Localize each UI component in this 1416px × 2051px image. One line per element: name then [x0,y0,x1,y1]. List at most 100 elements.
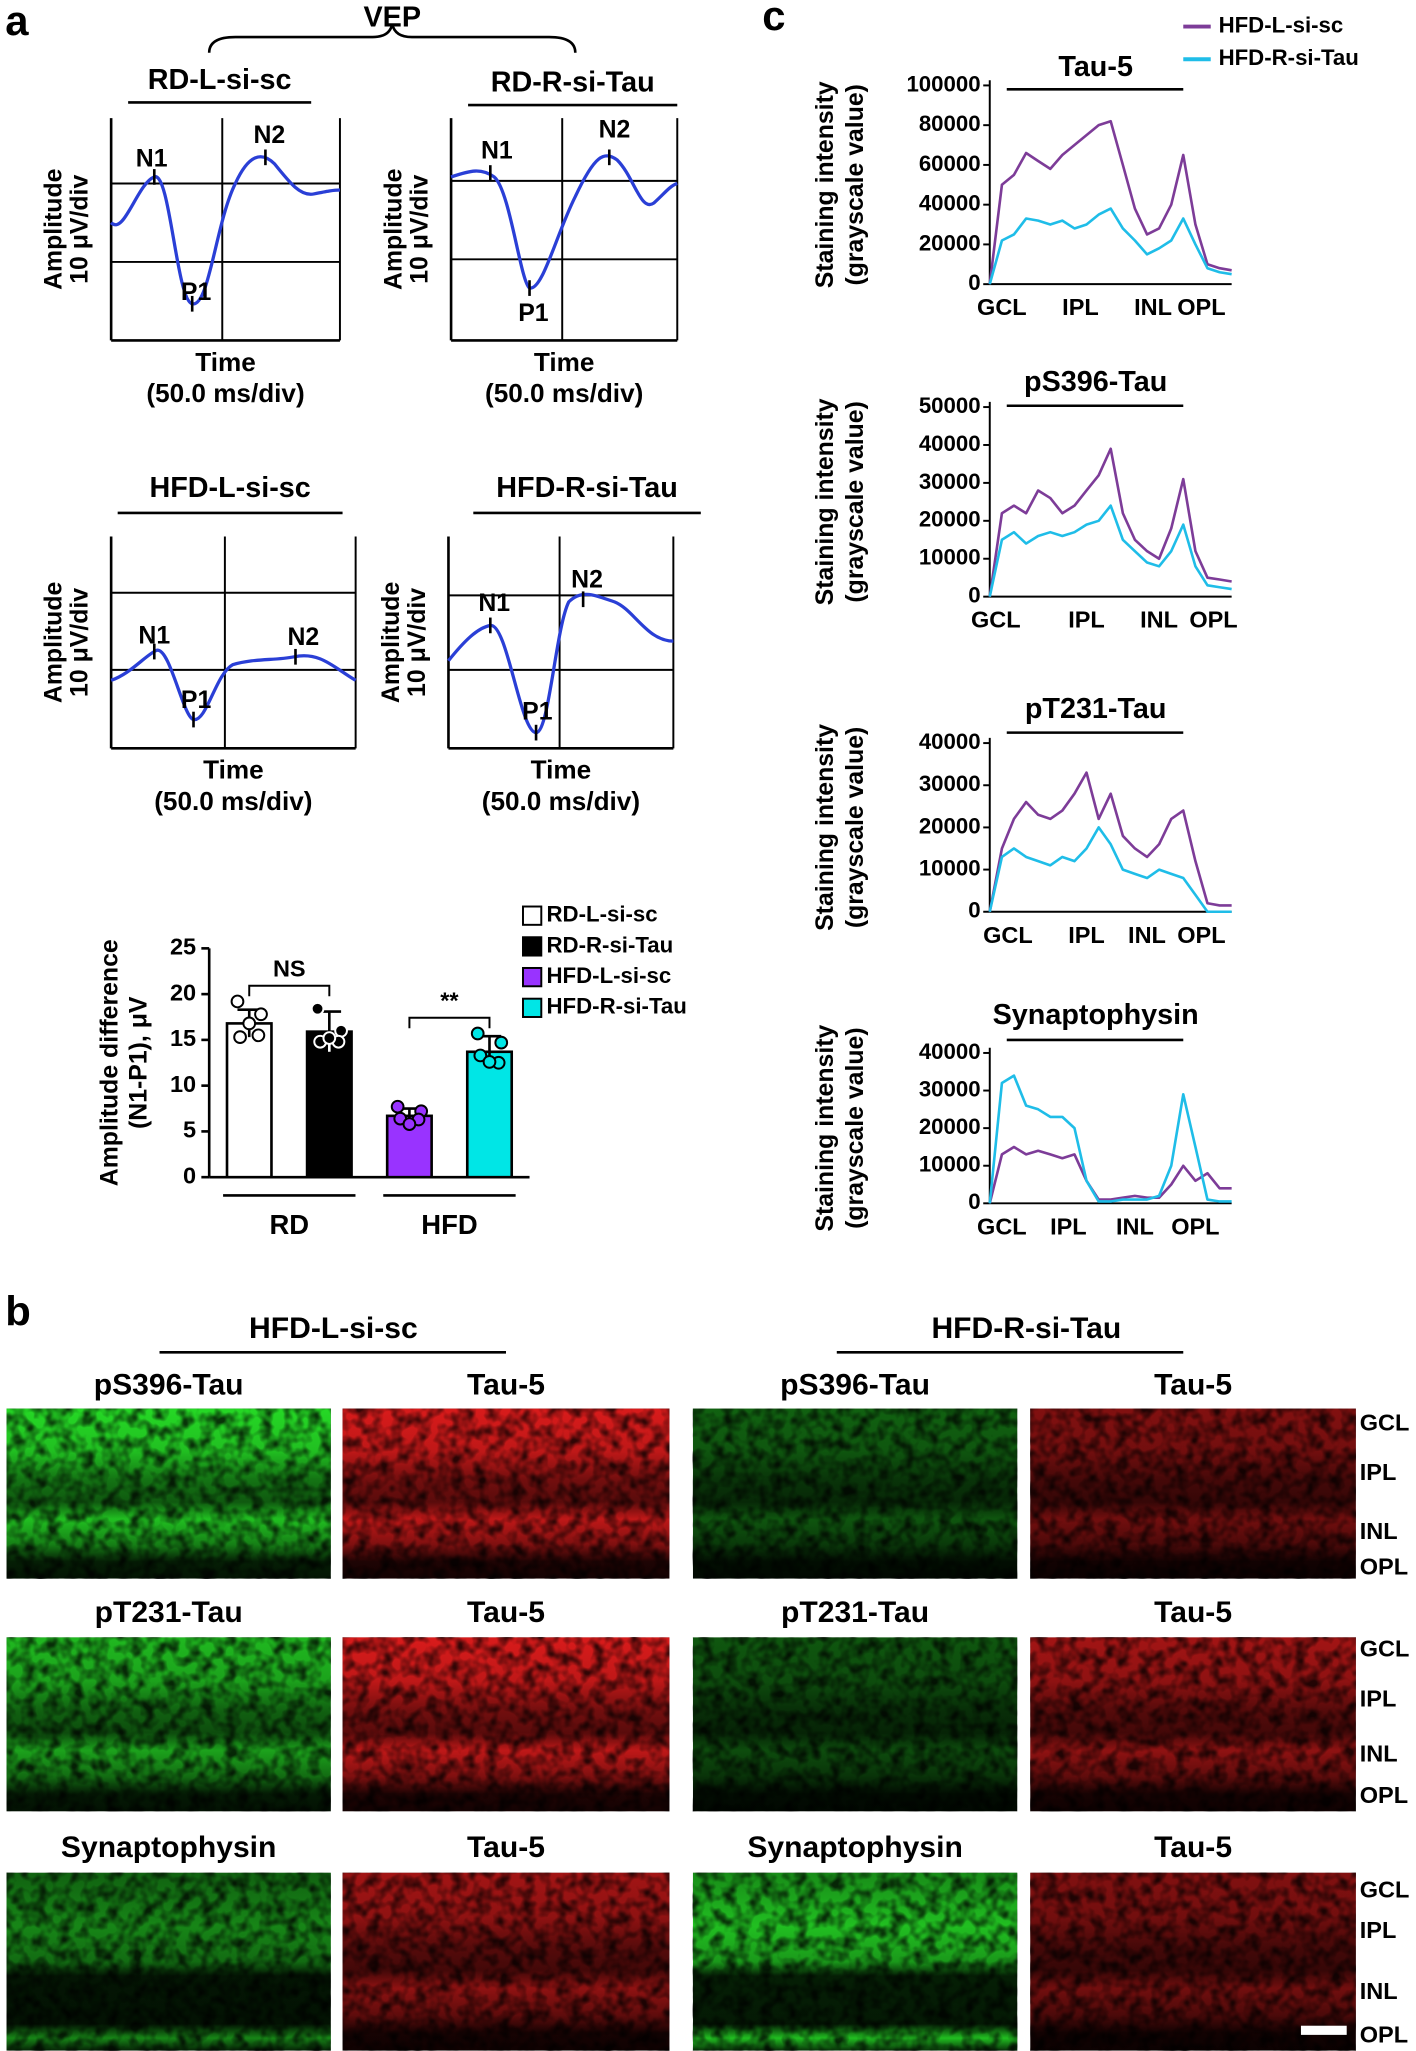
peak-label: N2 [253,122,285,149]
data-point [251,1028,266,1043]
layer-label: GCL [1360,1636,1410,1662]
significance-label: ** [440,987,459,1013]
micrograph-texture [692,1872,1018,2051]
peak-label: P1 [518,300,549,327]
scale-bar [1300,2025,1347,2035]
x-tick-label: GCL [977,294,1027,320]
data-point [322,1031,337,1045]
panel-label: a [5,0,29,44]
y-tick-label: 10000 [919,855,981,880]
layer-label: INL [1360,1978,1398,2004]
data-point [470,1026,485,1041]
y-tick-label: 20000 [919,507,981,532]
y-axis-label: (grayscale value) [842,727,869,929]
image-label: pT231-Tau [95,1596,243,1629]
peak-label: N1 [481,138,513,165]
chart-title: pS396-Tau [1024,366,1167,398]
profile-line [988,207,1232,285]
micrograph-texture [692,1408,1018,1579]
bar [305,1030,353,1179]
y-tick-label: 20000 [919,813,981,838]
data-point [242,1016,257,1031]
peak-label: N1 [138,623,170,650]
data-point [390,1099,405,1114]
vep-trace [110,648,357,722]
x-tick-label: IPL [1068,607,1105,633]
data-point [473,1048,488,1063]
x-tick-label: OPL [1171,1213,1219,1239]
y-tick-label: 20 [170,979,196,1005]
peak-label: N2 [571,567,603,594]
micrograph-texture [1030,1408,1356,1579]
vep-ylabel: 10 μV/div [67,588,94,697]
vep-xlabel: Time [203,755,264,785]
data-point [334,1023,348,1038]
vep-ylabel: 10 μV/div [404,588,431,697]
data-point [233,1030,247,1045]
y-tick-label: 0 [183,1162,196,1188]
legend-swatch [522,905,543,926]
group-title: HFD-R-si-Tau [931,1312,1121,1345]
peak-label: N2 [287,624,319,651]
image-label: Tau-5 [1154,1596,1232,1629]
x-tick-label: OPL [1177,922,1225,948]
layer-label: IPL [1360,1685,1397,1711]
micrograph-texture [342,1408,670,1579]
layer-label: IPL [1360,1917,1397,1943]
peak-label: P1 [181,279,212,306]
peak-label: P1 [181,687,212,714]
vep-trace [109,155,340,306]
layer-label: OPL [1360,1782,1408,1808]
y-tick-label: 10 [170,1071,196,1097]
vep-ylabel: Amplitude [40,169,67,290]
y-tick-label: 100000 [906,71,980,96]
x-tick-label: INL [1128,922,1166,948]
vep-xlabel: (50.0 ms/div) [482,786,640,816]
micrograph-texture [1030,1637,1356,1812]
legend-swatch [522,936,543,957]
profile-line [988,1074,1232,1204]
data-point [494,1035,509,1050]
x-tick-label: IPL [1062,294,1099,320]
vep-trace [450,154,678,290]
peak-label: N1 [136,146,168,173]
x-tick-label: IPL [1068,922,1105,948]
image-label: Tau-5 [1154,1831,1232,1864]
legend-swatch [522,966,543,988]
vep-panel-title: HFD-R-si-Tau [496,472,678,504]
y-tick-label: 30000 [919,1076,981,1101]
data-point [482,1054,497,1069]
significance-bracket [408,1016,491,1029]
y-tick-label: 15 [170,1025,196,1051]
legend-label: HFD-R-si-Tau [547,994,687,1019]
y-tick-label: 0 [968,270,980,295]
data-point [230,994,245,1009]
y-tick-label: 10000 [919,1152,981,1177]
y-tick-label: 5 [183,1117,196,1143]
vep-panel-title: HFD-L-si-sc [149,472,310,504]
vep-ylabel: Amplitude [378,582,405,703]
peak-label: N2 [599,117,631,144]
chart-title: Synaptophysin [993,999,1199,1031]
x-tick-label: GCL [983,922,1033,948]
micrograph-texture [6,1637,331,1812]
vep-xlabel: Time [534,347,595,377]
legend-label: HFD-R-si-Tau [1219,45,1359,70]
bar [465,1050,514,1179]
vep-brace [207,23,577,53]
vep-xlabel: (50.0 ms/div) [146,378,304,408]
vep-xlabel: Time [531,755,592,785]
y-tick-label: 20000 [919,1114,981,1139]
layer-label: INL [1360,1518,1398,1544]
vep-ylabel: Amplitude [40,582,67,703]
legend-label: RD-L-si-sc [547,902,658,927]
vep-ylabel: 10 μV/div [407,175,434,284]
micrograph-texture [1030,1872,1356,2051]
image-label: Tau-5 [467,1596,545,1629]
significance-label: NS [273,955,306,981]
y-axis-label: (grayscale value) [842,1027,869,1229]
vep-title: VEP [363,1,421,33]
x-tick-label: GCL [971,607,1021,633]
